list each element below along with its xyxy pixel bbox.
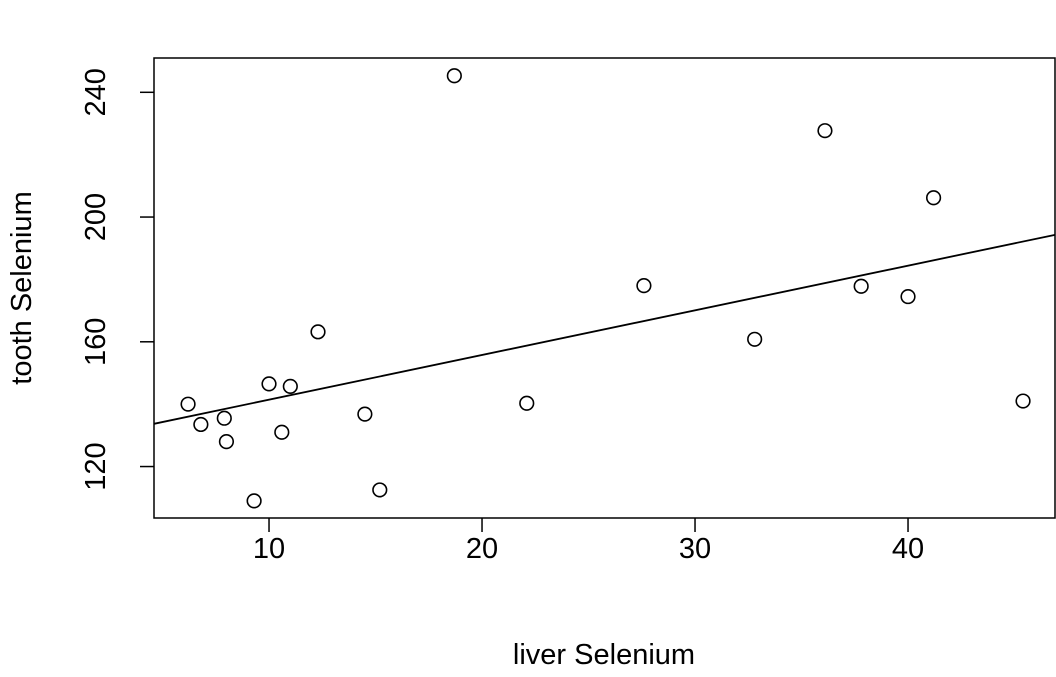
points-layer xyxy=(180,68,1031,509)
data-point xyxy=(261,376,277,392)
x-tick-label: 40 xyxy=(892,533,924,565)
data-point xyxy=(180,396,196,412)
data-point xyxy=(1015,393,1031,409)
data-point xyxy=(925,190,942,206)
data-point xyxy=(817,123,833,139)
data-point xyxy=(519,395,535,411)
data-point xyxy=(216,410,232,426)
x-axis-label: liver Selenium xyxy=(513,639,695,671)
data-point xyxy=(218,433,235,450)
data-point xyxy=(900,288,916,305)
x-axis: 10 20 30 40 xyxy=(253,518,924,565)
data-point xyxy=(747,331,763,347)
y-axis: 120 160 200 240 xyxy=(80,68,154,491)
data-point xyxy=(446,68,462,84)
data-point xyxy=(282,378,298,394)
data-point xyxy=(636,278,652,294)
regression-line xyxy=(153,233,1056,425)
x-tick-label: 20 xyxy=(466,533,498,565)
y-tick-label: 200 xyxy=(80,193,112,241)
y-tick-label: 120 xyxy=(80,442,112,490)
data-point xyxy=(310,324,326,340)
x-tick-label: 30 xyxy=(679,533,711,565)
y-tick-label: 160 xyxy=(80,318,112,366)
data-point xyxy=(357,406,373,422)
regression-line-layer xyxy=(153,233,1056,425)
data-point xyxy=(372,482,388,498)
data-point xyxy=(274,424,290,440)
data-point xyxy=(193,416,209,433)
x-tick-label: 10 xyxy=(253,533,285,565)
data-point xyxy=(853,278,869,294)
y-tick-label: 240 xyxy=(80,68,112,116)
plot-frame xyxy=(153,57,1056,519)
data-point xyxy=(246,493,262,509)
y-axis-label: tooth Selenium xyxy=(6,191,38,384)
